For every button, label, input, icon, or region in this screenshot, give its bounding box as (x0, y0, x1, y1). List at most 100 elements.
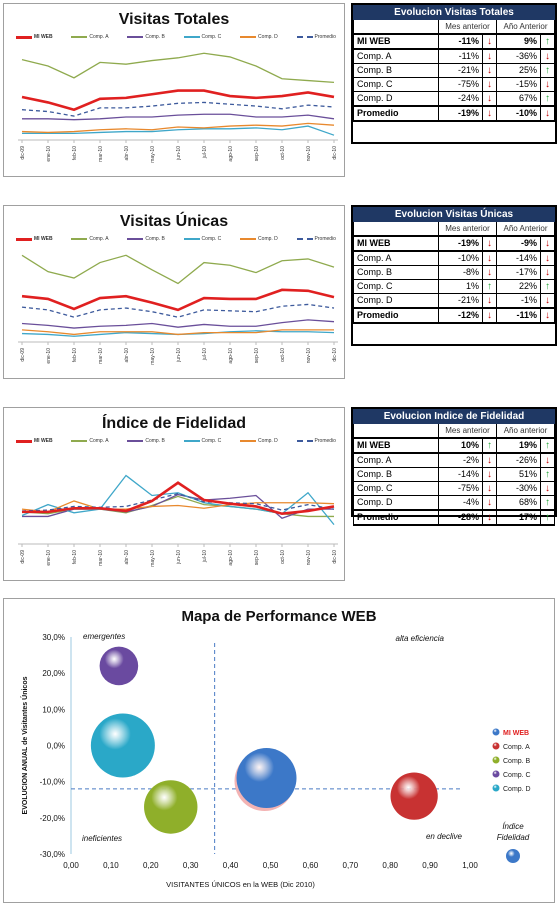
ano-anterior-value: 9% (496, 32, 541, 50)
arrow-down-icon: ↓ (482, 32, 497, 50)
series-line-mi-web (21, 89, 335, 112)
table-row: Comp. D -24% ↓ 67% ↑ (353, 90, 555, 106)
arrow-down-icon: ↓ (540, 250, 555, 266)
chart-legend: MI WEB Comp. A Comp. B Comp. C Comp. D Promed… (16, 34, 336, 40)
row-name: Promedio (353, 306, 439, 324)
ano-anterior-value: -14% (496, 250, 541, 266)
x-tick-label: ago-10 (228, 550, 234, 566)
legend-label: Comp. D (258, 236, 278, 242)
x-tick-label: may-10 (150, 550, 156, 567)
x-tick-label: ene-10 (46, 146, 52, 162)
ano-anterior-value: -17% (496, 264, 541, 280)
table-row: Promedio -28% ↓ 17% ↑ (353, 508, 555, 526)
legend-item-comp-a: Comp. A (71, 438, 109, 444)
arrow-down-icon: ↓ (482, 264, 497, 280)
legend-item-mi-web: MI WEB (16, 236, 53, 242)
legend-swatch (127, 440, 144, 442)
ano-anterior-value: -11% (496, 306, 541, 324)
x-tick-label: 0,60 (303, 861, 319, 870)
x-tick-label: 0,80 (382, 861, 398, 870)
y-tick-label: 10,0% (42, 705, 65, 714)
table-col-header (353, 423, 439, 438)
quadrant-label-emergentes: emergentes (83, 632, 125, 641)
mes-anterior-value: -24% (438, 90, 483, 106)
x-tick-label: dic-10 (332, 146, 338, 160)
arrow-up-icon: ↑ (540, 436, 555, 454)
row-name: Comp. B (353, 264, 439, 280)
x-tick-label: 0,10 (103, 861, 119, 870)
ano-anterior-value: 19% (496, 436, 541, 454)
bubble-comp-c (99, 646, 139, 686)
ano-anterior-value: 25% (496, 62, 541, 78)
x-tick-label: 0,50 (263, 861, 279, 870)
mes-anterior-value: -19% (438, 234, 483, 252)
arrow-up-icon: ↑ (540, 466, 555, 482)
mes-anterior-value: -28% (438, 508, 483, 526)
legend-marker-comp-b (492, 756, 500, 764)
row-name: Comp. C (353, 278, 439, 294)
arrow-down-icon: ↓ (540, 292, 555, 308)
legend-label: Comp. C (201, 34, 222, 40)
arrow-down-icon: ↓ (482, 480, 497, 496)
x-tick-label: oct-10 (280, 550, 286, 564)
row-name: MI WEB (353, 436, 439, 454)
chart-panel-mapa-performance: Mapa de Performance WEB 30,0% 20,0% 10,0% 0… (3, 598, 555, 903)
legend-swatch (127, 238, 144, 240)
x-tick-label: sep-10 (254, 146, 260, 162)
row-name: Comp. A (353, 250, 439, 266)
x-tick-label: 0,40 (223, 861, 239, 870)
x-tick-label: 0,70 (343, 861, 359, 870)
mes-anterior-value: -2% (438, 452, 483, 468)
legend-swatch (71, 440, 88, 442)
table-row: MI WEB 10% ↑ 19% ↑ (353, 436, 555, 454)
table-row: Comp. A -2% ↓ -26% ↓ (353, 452, 555, 468)
bubble-comp-a (390, 772, 438, 820)
legend-swatch (71, 238, 88, 240)
x-tick-label: nov-10 (306, 348, 312, 364)
ano-anterior-value: 51% (496, 466, 541, 482)
series-line-comp-b (22, 113, 335, 121)
table-col-header (353, 221, 439, 236)
arrow-down-icon: ↓ (482, 48, 497, 64)
table-row: Comp. B -21% ↓ 25% ↑ (353, 62, 555, 78)
series-line-comp-b (21, 319, 335, 329)
mes-anterior-value: -11% (438, 48, 483, 64)
row-name: Promedio (353, 104, 439, 122)
arrow-down-icon: ↓ (540, 48, 555, 64)
table-col-header: Año Anterior (496, 221, 555, 236)
mes-anterior-value: -11% (438, 32, 483, 50)
x-tick-label: mar-10 (98, 550, 104, 566)
arrow-down-icon: ↓ (482, 306, 497, 324)
legend-item-comp-b: Comp. B (127, 438, 165, 444)
legend-item-mi-web: MI WEB (16, 438, 53, 444)
x-tick-label: feb-10 (72, 146, 78, 160)
x-tick-label: jul-10 (202, 550, 208, 563)
mes-anterior-value: 1% (438, 278, 483, 294)
table-title: Evolucion Visitas Únicas (353, 207, 555, 222)
size-legend-label: Índice (502, 822, 524, 831)
x-tick-label: ago-10 (228, 146, 234, 162)
legend-label: Comp. B (145, 34, 165, 40)
table-col-header: Mes anterior (438, 19, 497, 34)
legend-marker-mi-web (492, 728, 500, 736)
mes-anterior-value: -14% (438, 466, 483, 482)
arrow-up-icon: ↑ (482, 278, 497, 294)
legend-swatch (240, 238, 257, 240)
x-tick-label: sep-10 (254, 348, 260, 364)
legend-label: Comp. B (145, 236, 165, 242)
legend-swatch (296, 36, 313, 38)
arrow-up-icon: ↑ (540, 494, 555, 510)
table-col-header: Mes anterior (438, 221, 497, 236)
ano-anterior-value: 17% (496, 508, 541, 526)
arrow-down-icon: ↓ (540, 480, 555, 496)
row-name: MI WEB (353, 32, 439, 50)
series-line-comp-d (21, 122, 335, 134)
size-legend-label: Fidelidad (497, 833, 530, 842)
table-title: Evolucion Visitas Totales (353, 5, 555, 20)
legend-label: Comp. C (201, 236, 222, 242)
chart-title: Mapa de Performance WEB (181, 608, 377, 625)
legend-swatch (240, 36, 257, 38)
y-tick-label: -30,0% (40, 850, 65, 859)
chart-title: Visitas Únicas (119, 213, 229, 230)
quadrant-label-en-declive: en declive (426, 832, 463, 841)
